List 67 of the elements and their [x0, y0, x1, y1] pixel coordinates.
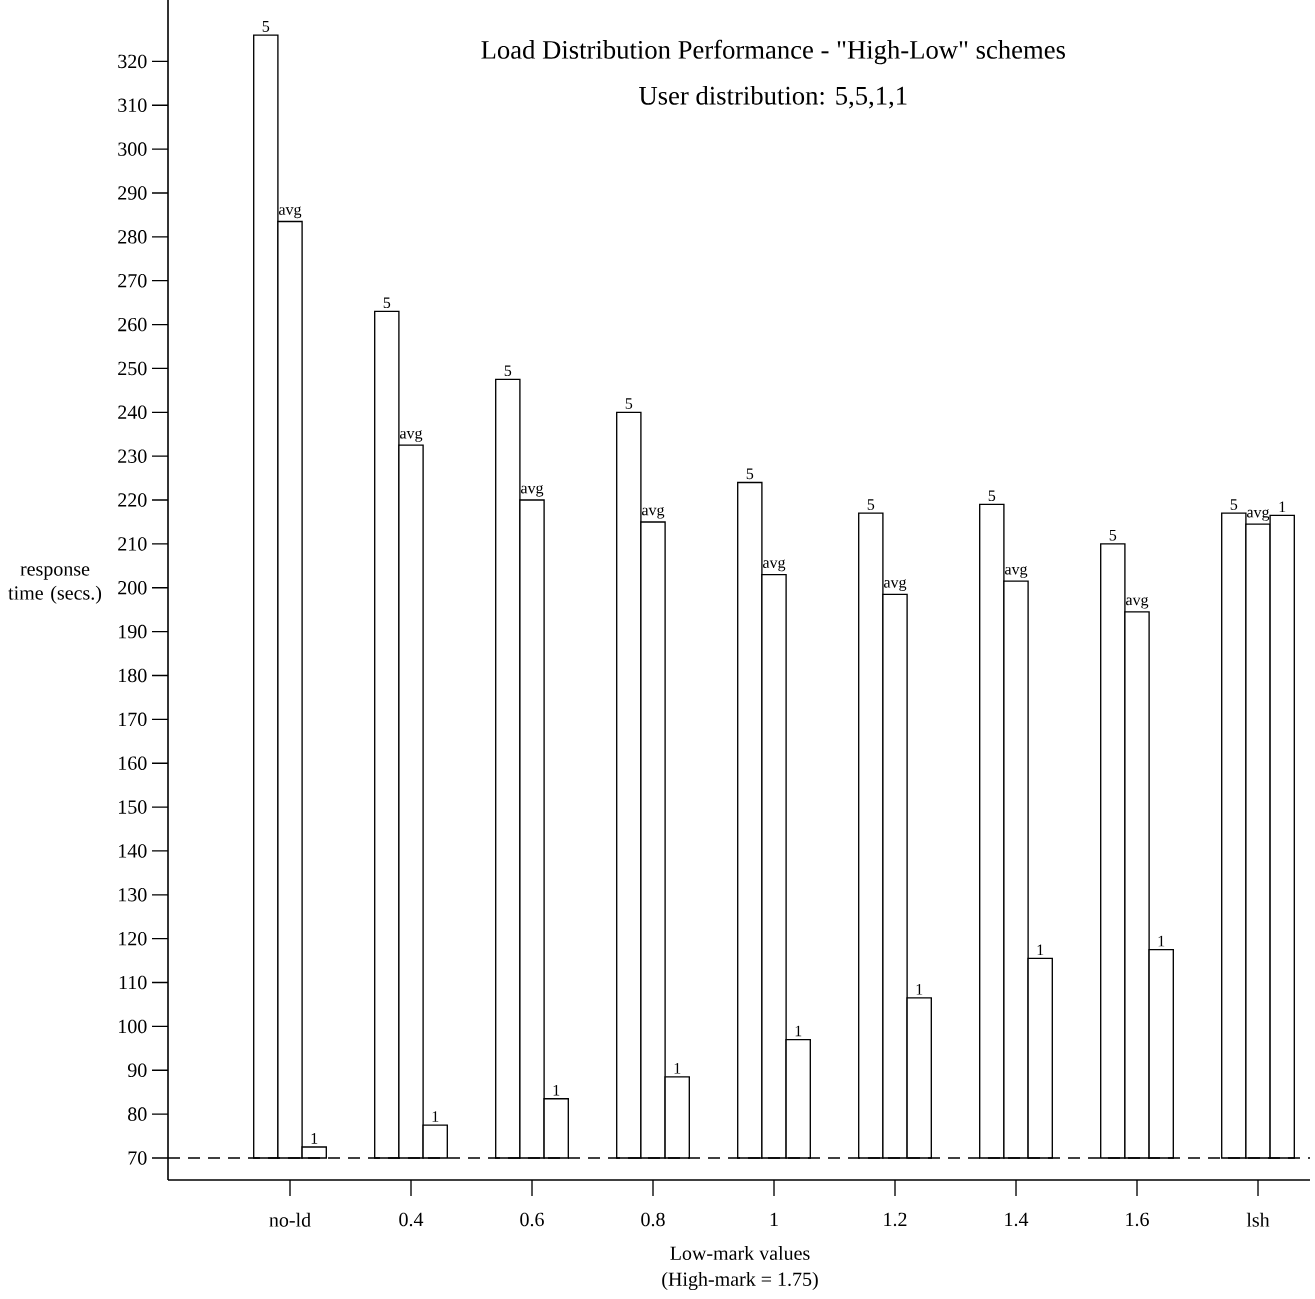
- text: 1: [311, 1133, 318, 1144]
- series-label: 5: [504, 365, 512, 377]
- y-tick-label: 240: [118, 405, 147, 420]
- text: 5: [988, 490, 996, 502]
- y-tick-label: 280: [118, 230, 147, 244]
- text: (High-mark = 1.75): [662, 1271, 818, 1291]
- y-tick-label: 260: [118, 317, 147, 332]
- text: 1: [1037, 944, 1044, 956]
- text: avg: [521, 485, 544, 497]
- y-tick-label: 320: [118, 54, 147, 69]
- text: avg: [763, 559, 786, 572]
- x-tick-label: no-ld: [269, 1212, 311, 1227]
- text: 1: [795, 1025, 802, 1037]
- x-axis-title: Low-mark values: [670, 1245, 810, 1261]
- text: 5: [867, 499, 875, 510]
- y-tick-label: 220: [118, 493, 147, 507]
- y-tick-label: 70: [128, 1151, 147, 1165]
- x-tick-label: 0.6: [520, 1212, 544, 1227]
- text: 5: [625, 398, 633, 409]
- y-tick-label: 150: [119, 800, 147, 814]
- text: avg: [279, 206, 302, 219]
- y-tick-label: 270: [118, 273, 147, 288]
- x-tick-label: 1.4: [1005, 1212, 1029, 1227]
- text: 5: [746, 468, 754, 480]
- y-tick-label: 290: [118, 186, 147, 200]
- x-tick-label: 1.6: [1126, 1212, 1149, 1227]
- x-tick-label: 0.4: [399, 1212, 424, 1227]
- x-tick-label: 1.2: [884, 1212, 907, 1227]
- text: 1: [1279, 501, 1286, 513]
- text: avg: [884, 579, 907, 591]
- text: 1: [432, 1111, 439, 1122]
- x-tick-label: 1: [770, 1212, 778, 1226]
- x-tick-label: lsh: [1246, 1212, 1270, 1227]
- text: avg: [642, 506, 665, 519]
- text: avg: [400, 430, 423, 442]
- text: 5: [383, 297, 391, 309]
- y-tick-label: 200: [118, 581, 147, 595]
- y-tick-label: 300: [118, 142, 147, 156]
- y-tick-label: 140: [119, 844, 147, 858]
- y-tick-label: 160: [119, 756, 147, 770]
- y-tick-label: 250: [118, 361, 147, 376]
- text: User distribution: 5,5,1,1: [639, 85, 907, 109]
- x-tick-label: 0.8: [641, 1212, 665, 1227]
- y-tick-label: 210: [118, 537, 147, 551]
- text: avg: [1247, 509, 1270, 521]
- y-tick-label: 90: [127, 1063, 147, 1077]
- series-label: avg: [1005, 566, 1028, 578]
- y-tick-label: 180: [119, 668, 147, 683]
- y-tick-label: 170: [119, 712, 147, 727]
- text: 1: [674, 1062, 681, 1074]
- text: avg: [1126, 596, 1149, 609]
- y-tick-label: 100: [119, 1019, 147, 1034]
- y-tick-label: 130: [119, 888, 147, 902]
- y-tick-label: 310: [118, 98, 147, 112]
- y-axis-title: response time (secs.): [8, 566, 102, 604]
- y-tick-label: 80: [128, 1107, 147, 1121]
- text: 5: [262, 21, 270, 32]
- y-tick-label: 120: [119, 931, 147, 946]
- text: Load Distribution Performance - "High-Low" schemes: [481, 39, 1065, 65]
- y-tick-label: 110: [119, 975, 147, 990]
- text: 1: [1158, 935, 1165, 947]
- text: 5: [1109, 529, 1117, 541]
- series-label: 1: [553, 1084, 560, 1096]
- y-tick-label: 230: [118, 449, 147, 463]
- text: 1: [916, 983, 923, 995]
- text: 5: [1230, 499, 1238, 510]
- y-tick-label: 190: [119, 624, 147, 639]
